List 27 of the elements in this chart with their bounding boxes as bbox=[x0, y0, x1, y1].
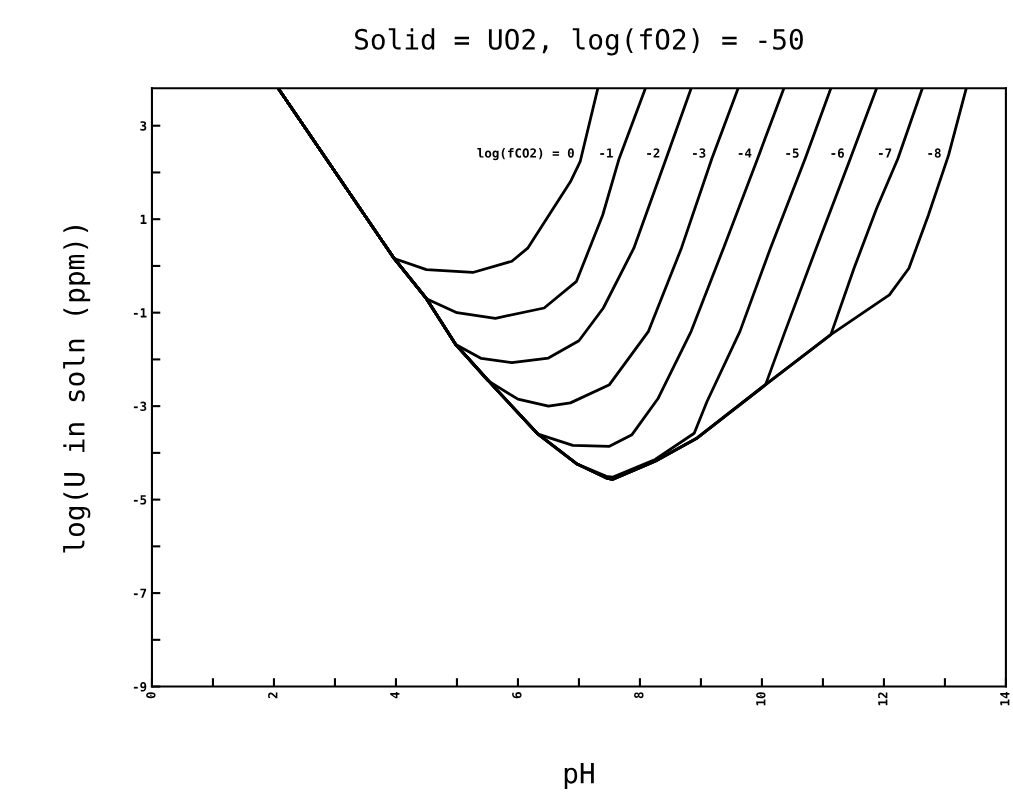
y-tick-label: -3 bbox=[133, 401, 147, 412]
x-axis-title: pH bbox=[564, 763, 594, 790]
x-tick-label: 0 bbox=[146, 692, 156, 699]
series-label: -6 bbox=[831, 148, 844, 158]
series-label: -1 bbox=[600, 148, 613, 158]
chart-title: Solid = UO2, log(fO2) = -50 bbox=[355, 28, 803, 56]
y-tick-label: -1 bbox=[133, 308, 147, 318]
x-tick-label: 10 bbox=[756, 692, 766, 706]
y-tick-label: -5 bbox=[133, 495, 147, 505]
series-label: -3 bbox=[692, 148, 706, 158]
y-axis-title: log(U in soln (ppm)) bbox=[63, 225, 91, 553]
series-label: -8 bbox=[928, 148, 941, 158]
x-tick-label: 4 bbox=[390, 691, 400, 699]
y-tick-label: 1 bbox=[140, 214, 147, 224]
x-tick-label: 8 bbox=[634, 692, 644, 699]
series-label: log(fCO2) = 0 bbox=[477, 148, 574, 161]
y-tick-label: -7 bbox=[133, 588, 147, 598]
y-tick-label: 3 bbox=[140, 121, 147, 131]
x-tick-label: 6 bbox=[512, 692, 522, 699]
x-tick-label: 14 bbox=[1000, 691, 1010, 706]
series-label: -5 bbox=[786, 148, 799, 158]
x-tick-label: 2 bbox=[268, 692, 278, 699]
y-tick-label: -9 bbox=[133, 682, 147, 692]
series-label: -7 bbox=[878, 148, 892, 158]
series-label: -4 bbox=[738, 148, 752, 158]
x-tick-label: 12 bbox=[878, 692, 888, 706]
series-label: -2 bbox=[647, 148, 660, 158]
